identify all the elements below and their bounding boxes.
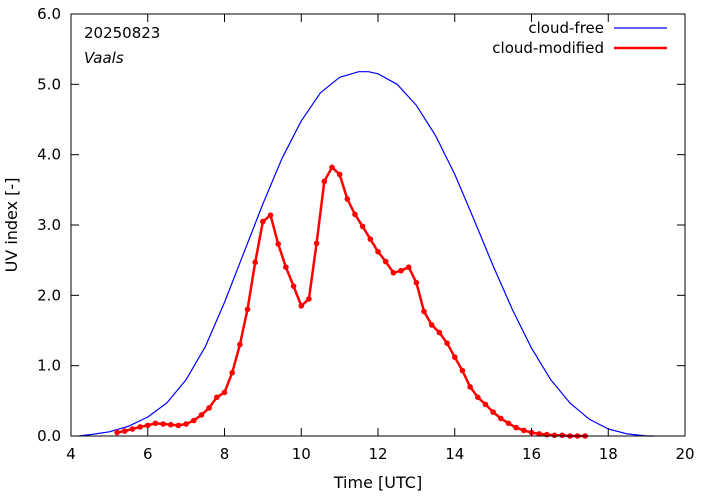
plot-frame bbox=[70, 13, 686, 437]
legend-label-cloud-free: cloud-free bbox=[528, 19, 604, 37]
x-tick-label: 12 bbox=[368, 445, 387, 463]
data-point-cloud-modified bbox=[183, 421, 189, 427]
data-point-cloud-modified bbox=[436, 329, 443, 336]
x-tick-labels: 4 6 8 10 12 14 16 18 20 bbox=[66, 445, 694, 463]
data-point-cloud-modified bbox=[544, 431, 550, 438]
data-point-cloud-modified bbox=[175, 422, 182, 429]
y-tick-labels: 0.0 1.0 2.0 3.0 4.0 5.0 6.0 bbox=[37, 5, 61, 445]
data-point-cloud-modified bbox=[275, 241, 282, 247]
data-point-cloud-modified bbox=[344, 196, 351, 202]
data-point-cloud-modified bbox=[229, 369, 235, 376]
series-line-cloud-free bbox=[78, 71, 655, 437]
data-point-cloud-modified bbox=[329, 164, 335, 171]
date-annotation: 20250823 bbox=[84, 24, 160, 42]
data-point-cloud-modified bbox=[290, 283, 297, 290]
y-tick-label: 4.0 bbox=[37, 146, 61, 164]
data-point-cloud-modified bbox=[452, 354, 458, 361]
data-point-cloud-modified bbox=[336, 171, 343, 178]
x-axis-title: Time [UTC] bbox=[333, 473, 422, 492]
data-point-cloud-modified bbox=[428, 322, 435, 328]
data-point-cloud-modified bbox=[321, 178, 328, 185]
data-point-cloud-modified bbox=[498, 415, 504, 422]
legend: cloud-free cloud-modified bbox=[492, 19, 667, 57]
series-line-cloud-modified bbox=[116, 166, 586, 438]
data-point-cloud-modified bbox=[521, 427, 527, 434]
data-point-cloud-modified bbox=[214, 394, 220, 401]
x-tick-label: 20 bbox=[675, 445, 694, 463]
data-point-cloud-modified bbox=[160, 421, 166, 427]
location-annotation: Vaals bbox=[84, 49, 124, 67]
x-tick-label: 10 bbox=[292, 445, 311, 463]
data-point-cloud-modified bbox=[313, 240, 320, 247]
y-axis-title: UV index [-] bbox=[2, 178, 21, 273]
data-point-cloud-modified bbox=[114, 429, 120, 436]
data-point-cloud-modified bbox=[283, 264, 289, 271]
data-point-cloud-modified bbox=[390, 270, 397, 276]
data-point-cloud-modified bbox=[467, 384, 473, 390]
data-point-cloud-modified bbox=[536, 431, 542, 437]
data-point-cloud-modified bbox=[121, 428, 128, 434]
data-point-cloud-modified bbox=[221, 389, 228, 396]
data-point-cloud-modified bbox=[244, 306, 251, 313]
x-tick-label: 14 bbox=[445, 445, 464, 463]
x-tick-label: 4 bbox=[66, 445, 76, 463]
data-point-cloud-modified bbox=[413, 279, 420, 286]
data-point-cloud-modified bbox=[237, 341, 243, 348]
x-tick-label: 16 bbox=[522, 445, 541, 463]
y-tick-label: 1.0 bbox=[37, 357, 61, 375]
data-point-cloud-modified bbox=[459, 367, 466, 374]
data-point-cloud-modified bbox=[306, 296, 312, 302]
y-tick-label: 3.0 bbox=[37, 216, 61, 234]
data-point-cloud-modified bbox=[367, 236, 374, 242]
data-point-cloud-modified bbox=[398, 267, 404, 274]
data-point-cloud-modified bbox=[252, 259, 258, 266]
series-layer bbox=[78, 71, 655, 439]
tick-marks bbox=[70, 13, 686, 437]
y-tick-label: 5.0 bbox=[37, 75, 61, 93]
y-tick-label: 2.0 bbox=[37, 286, 61, 304]
y-tick-label: 0.0 bbox=[37, 427, 61, 445]
x-tick-label: 8 bbox=[220, 445, 230, 463]
data-point-cloud-modified bbox=[421, 308, 427, 315]
data-point-cloud-modified bbox=[505, 420, 512, 427]
data-point-cloud-modified bbox=[482, 401, 489, 408]
data-point-cloud-modified bbox=[359, 223, 366, 230]
data-point-cloud-modified bbox=[513, 424, 519, 431]
data-point-cloud-modified bbox=[198, 412, 205, 418]
legend-label-cloud-modified: cloud-modified bbox=[492, 39, 604, 57]
data-point-cloud-modified bbox=[382, 258, 389, 265]
data-point-cloud-modified bbox=[559, 432, 565, 439]
data-point-cloud-modified bbox=[137, 424, 143, 430]
data-point-cloud-modified bbox=[145, 422, 151, 429]
data-point-cloud-modified bbox=[267, 212, 274, 218]
data-point-cloud-modified bbox=[551, 432, 558, 439]
data-point-cloud-modified bbox=[444, 340, 450, 347]
data-point-cloud-modified bbox=[490, 409, 496, 415]
data-point-cloud-modified bbox=[168, 421, 174, 428]
data-point-cloud-modified bbox=[405, 264, 412, 271]
data-point-cloud-modified bbox=[352, 211, 358, 218]
data-point-cloud-modified bbox=[475, 394, 481, 401]
data-point-cloud-modified bbox=[375, 248, 381, 255]
data-point-cloud-modified bbox=[152, 420, 159, 427]
y-tick-label: 6.0 bbox=[37, 5, 61, 23]
x-tick-label: 6 bbox=[143, 445, 153, 463]
data-point-cloud-modified bbox=[191, 417, 197, 424]
x-tick-label: 18 bbox=[599, 445, 618, 463]
data-point-cloud-modified bbox=[298, 303, 305, 309]
data-point-cloud-modified bbox=[129, 426, 136, 432]
data-point-cloud-modified bbox=[260, 218, 266, 225]
data-point-cloud-modified bbox=[206, 405, 212, 411]
